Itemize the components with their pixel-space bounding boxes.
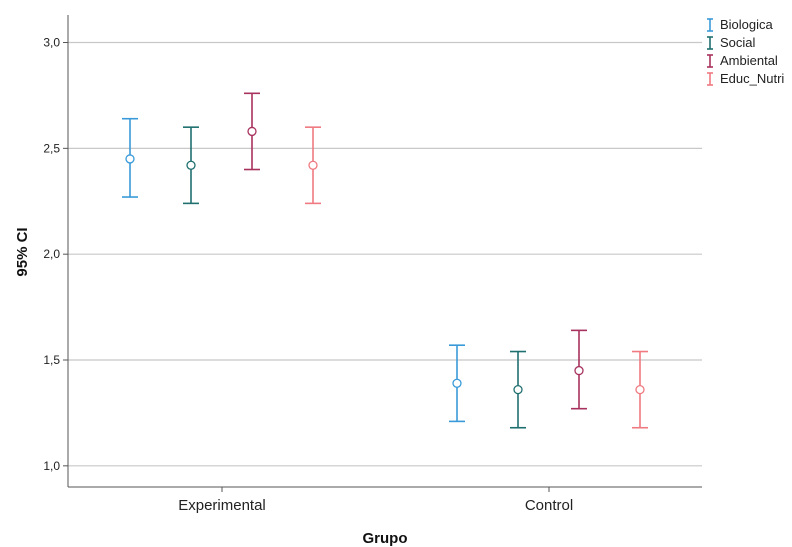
mean-point (308, 160, 318, 170)
gridlines (63, 41, 702, 467)
mean-point (635, 384, 645, 395)
legend-item: Social (707, 35, 756, 50)
legend-label: Ambiental (720, 53, 778, 68)
error-bar (305, 126, 321, 205)
error-bar (632, 350, 648, 429)
y-axis-title: 95% CI (14, 227, 31, 276)
x-category-label: Experimental (178, 497, 266, 514)
y-tick-label: 3,0 (43, 36, 60, 50)
y-tick-label: 2,5 (43, 141, 60, 155)
legend-label: Biologica (720, 17, 774, 32)
mean-point (186, 160, 196, 170)
x-category-label: Control (525, 497, 573, 514)
error-bar (449, 344, 465, 423)
mean-point (513, 384, 523, 395)
error-bar (244, 92, 260, 171)
y-tick-label: 2,0 (43, 247, 60, 261)
y-tick-labels: 1,0 1,5 2,0 2,5 3,0 (43, 36, 60, 473)
error-bar (122, 117, 138, 198)
error-bar (183, 126, 199, 205)
mean-point (125, 154, 135, 164)
legend-item: Ambiental (707, 53, 778, 68)
mean-point (452, 378, 462, 388)
legend-item: Biologica (707, 17, 774, 32)
x-category-labels: Experimental Control (178, 487, 573, 514)
mean-point (574, 365, 584, 376)
y-tick-label: 1,0 (43, 459, 60, 473)
y-tick-label: 1,5 (43, 353, 60, 367)
error-bars (122, 92, 648, 429)
error-bar (571, 329, 587, 410)
legend: Biologica Social Ambiental Educ_Nutri (707, 17, 784, 86)
mean-point (247, 126, 257, 137)
legend-item: Educ_Nutri (707, 71, 784, 86)
error-bar (510, 350, 526, 429)
legend-label: Social (720, 35, 756, 50)
axes (67, 15, 702, 488)
x-axis-title: Grupo (363, 530, 408, 547)
legend-label: Educ_Nutri (720, 71, 784, 86)
